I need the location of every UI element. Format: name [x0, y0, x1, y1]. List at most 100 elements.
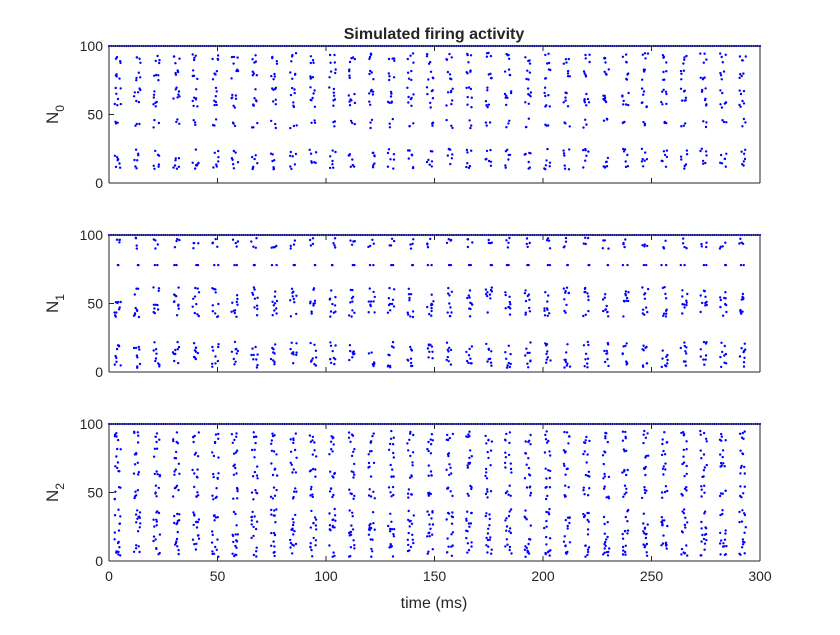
- spike-dot: [489, 288, 493, 292]
- spike-dot: [567, 168, 571, 171]
- spike-dot: [722, 70, 726, 73]
- spike-dot: [545, 477, 548, 480]
- spike-dot: [371, 238, 374, 241]
- spike-dot: [508, 510, 511, 513]
- spike-dot: [467, 61, 470, 64]
- spike-dot: [291, 497, 295, 500]
- spike-dot: [685, 247, 688, 250]
- spike-dot: [582, 314, 585, 318]
- spike-dot: [684, 516, 687, 519]
- spike-dot: [703, 466, 706, 469]
- spike-dot: [603, 547, 606, 550]
- spike-dot: [234, 533, 237, 536]
- spike-dot: [723, 354, 726, 357]
- spike-dot: [211, 365, 214, 368]
- spike-dot: [407, 488, 411, 491]
- spike-dot: [489, 54, 493, 58]
- spike-dot: [490, 364, 493, 367]
- spike-dot: [289, 165, 292, 168]
- spike-dot: [719, 74, 723, 77]
- spike-dot: [390, 263, 393, 267]
- spike-dot: [370, 555, 373, 558]
- spike-dot: [679, 346, 682, 350]
- spike-dot: [348, 488, 351, 491]
- spike-dot: [252, 534, 255, 538]
- spike-dot: [738, 89, 741, 92]
- spike-dot: [625, 61, 628, 64]
- spike-dot: [447, 545, 450, 548]
- spike-dot: [486, 86, 489, 89]
- spike-dot: [582, 512, 585, 516]
- spike-dot: [215, 548, 218, 551]
- spike-dot: [523, 515, 526, 518]
- spike-dot: [429, 470, 433, 473]
- spike-dot: [256, 353, 259, 356]
- spike-dot: [292, 297, 295, 301]
- spike-dot: [564, 122, 567, 125]
- spike-dot: [682, 90, 686, 93]
- spike-dot: [235, 524, 238, 527]
- spike-dot: [643, 124, 646, 127]
- spike-dot: [172, 439, 175, 443]
- spike-dot: [525, 546, 528, 550]
- spike-dot: [662, 78, 665, 82]
- spike-dot: [133, 312, 137, 315]
- spike-dot: [392, 456, 395, 459]
- spike-dot: [293, 530, 296, 533]
- spike-dot: [509, 508, 513, 511]
- spike-dot: [722, 542, 725, 545]
- spike-dot: [334, 344, 337, 347]
- spike-dot: [431, 510, 434, 513]
- spike-dot: [719, 355, 722, 359]
- spike-dot: [719, 89, 722, 92]
- x-axis-label: time (ms): [401, 595, 468, 612]
- spike-dot: [309, 244, 313, 247]
- spike-dot: [564, 289, 567, 293]
- spike-dot: [566, 69, 570, 73]
- spike-dot: [192, 69, 195, 72]
- spike-dot: [504, 456, 508, 459]
- spike-dot: [196, 455, 200, 458]
- spike-dot: [545, 543, 548, 546]
- spike-dot: [663, 490, 667, 494]
- spike-dot: [683, 306, 686, 309]
- spike-dot: [664, 239, 667, 242]
- spike-dot: [445, 518, 448, 521]
- spike-dot: [604, 540, 607, 544]
- spike-dot: [681, 242, 685, 245]
- spike-dot: [269, 357, 273, 361]
- spike-dot: [353, 462, 356, 466]
- spike-dot: [173, 470, 176, 473]
- spike-dot: [214, 118, 218, 121]
- spike-dot: [426, 263, 430, 267]
- spike-dot: [308, 470, 312, 473]
- spike-dot: [373, 528, 376, 531]
- spike-dot: [295, 312, 298, 316]
- spike-dot: [467, 354, 471, 357]
- spike-dot: [173, 263, 176, 267]
- spike-dot: [544, 53, 547, 57]
- spike-dot: [547, 294, 550, 297]
- spike-dot: [136, 309, 139, 313]
- spike-dot: [601, 247, 604, 250]
- spike-dot: [271, 432, 274, 435]
- spike-dot: [289, 541, 293, 545]
- spike-dot: [309, 55, 313, 58]
- spike-dot: [486, 551, 489, 554]
- spike-dot: [465, 519, 468, 522]
- spike-dot: [406, 71, 410, 74]
- spike-dot: [348, 531, 351, 535]
- spike-dot: [368, 72, 371, 76]
- spike-dot: [409, 454, 412, 458]
- spike-dot: [389, 366, 392, 369]
- spike-dot: [351, 352, 355, 355]
- spike-dot: [504, 351, 507, 354]
- spike-dot: [369, 126, 372, 130]
- spike-dot: [293, 263, 296, 267]
- spike-dot: [700, 488, 703, 491]
- spike-dot: [564, 358, 567, 362]
- spike-dot: [449, 348, 453, 352]
- spike-dot: [387, 57, 391, 61]
- spike-dot: [622, 345, 625, 348]
- spike-dot: [153, 263, 157, 267]
